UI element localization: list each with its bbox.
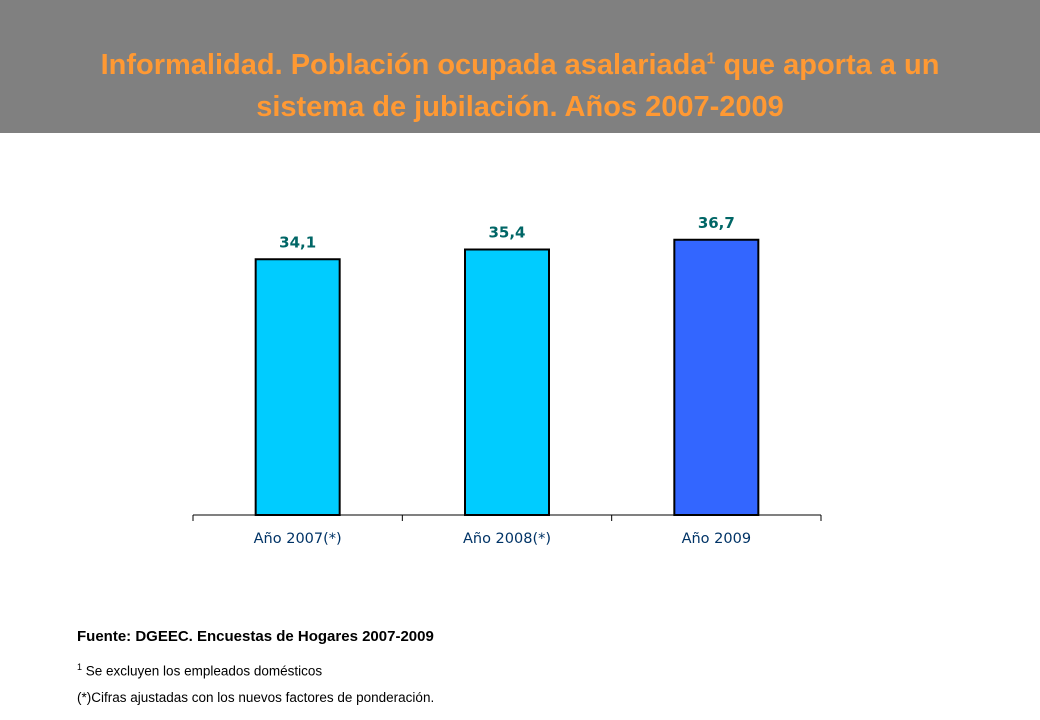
header-band — [0, 0, 1040, 133]
x-tick-label: Año 2009 — [682, 531, 752, 547]
x-tick-label: Año 2007(*) — [254, 531, 342, 547]
bar — [673, 238, 760, 516]
data-label: 36,7 — [698, 214, 735, 232]
title-footnote-marker: 1 — [706, 50, 716, 68]
bar — [464, 248, 550, 516]
footnote-adjusted: (*)Cifras ajustadas con los nuevos facto… — [77, 690, 435, 705]
title-line-1: Informalidad. Población ocupada asalaria… — [100, 49, 940, 81]
page-title: Informalidad. Población ocupada asalaria… — [0, 44, 1040, 128]
data-label: 34,1 — [279, 233, 316, 251]
x-tick-label: Año 2008(*) — [463, 531, 551, 547]
footnote-marker: 1 — [77, 662, 83, 672]
footnote-1: 1 Se excluyen los empleados domésticos — [77, 662, 323, 679]
title-line-2: sistema de jubilación. Años 2007-2009 — [256, 91, 784, 123]
data-label: 35,4 — [488, 224, 525, 242]
bar — [254, 258, 341, 516]
source-note: Fuente: DGEEC. Encuestas de Hogares 2007… — [77, 628, 434, 645]
